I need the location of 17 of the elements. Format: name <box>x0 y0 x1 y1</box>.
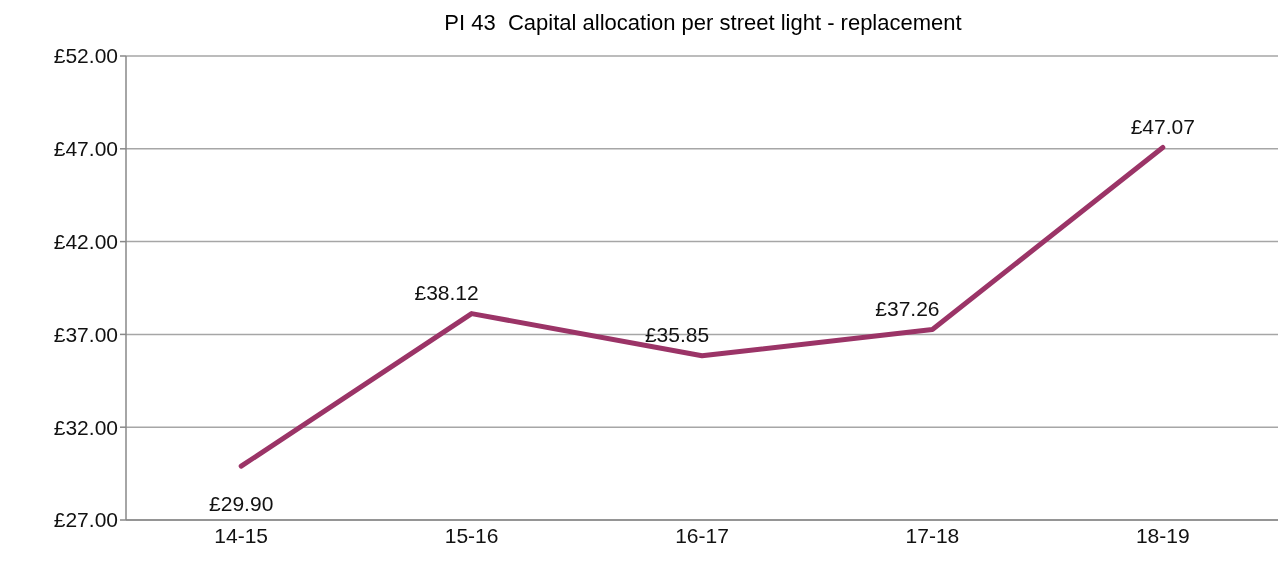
x-tick-label: 16-17 <box>675 523 729 547</box>
x-tick-label: 18-19 <box>1135 523 1190 547</box>
y-tick-label: £52.00 <box>53 44 118 68</box>
data-label: £37.26 <box>875 296 940 320</box>
chart-title: PI 43 Capital allocation per street light - replacement <box>443 9 963 37</box>
x-tick-label: 14-15 <box>214 523 269 547</box>
x-tick-label: 15-16 <box>444 523 499 547</box>
y-tick-label: £37.00 <box>53 322 118 346</box>
y-tick-label: £42.00 <box>53 230 118 254</box>
y-tick-label: £27.00 <box>53 508 118 532</box>
x-tick-label: 17-18 <box>905 523 960 547</box>
data-label: £35.85 <box>644 322 710 346</box>
y-tick-label: £47.00 <box>53 137 118 161</box>
data-label: £29.90 <box>209 492 274 516</box>
data-label: £47.07 <box>1130 114 1195 138</box>
data-label: £38.12 <box>414 280 479 304</box>
y-tick-label: £32.00 <box>53 415 118 439</box>
